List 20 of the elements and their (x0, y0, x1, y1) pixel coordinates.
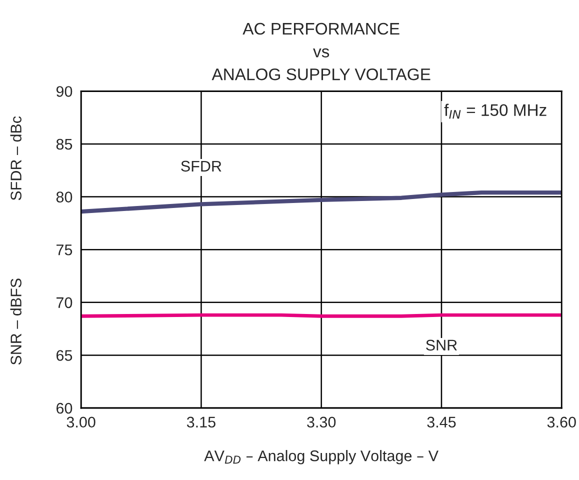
x-tick-label: 3.60 (547, 416, 576, 428)
annotation: f$_{IN}$ = 150 MHz (444, 104, 546, 119)
x-axis-title: AV$_{DD}$ – Analog Supply Voltage – V (204, 450, 438, 464)
x-tick-label: 3.00 (66, 416, 96, 428)
text: SFDR (181, 160, 222, 172)
text: SNR – dBFS (10, 278, 22, 365)
series-label: SNR (426, 340, 457, 351)
y-tick-label: 85 (56, 138, 72, 150)
x-tick-label: 3.15 (186, 416, 216, 428)
y-tick-label: 70 (56, 297, 72, 308)
y-tick-label: 65 (56, 350, 72, 361)
y-axis-title: SFDR – dBc (10, 116, 22, 200)
chart-title: AC PERFORMANCE vs ANALOG SUPPLY VOLTAGE (212, 22, 430, 80)
x-tick-label: 3.30 (307, 416, 336, 428)
y-tick-label: 80 (56, 192, 72, 202)
line-series (81, 190, 562, 214)
y-tick-label: 90 (56, 86, 72, 97)
x-tick-label: 3.45 (427, 416, 456, 428)
y-tick-label: 60 (56, 402, 72, 414)
y-tick-label: 75 (56, 244, 72, 256)
